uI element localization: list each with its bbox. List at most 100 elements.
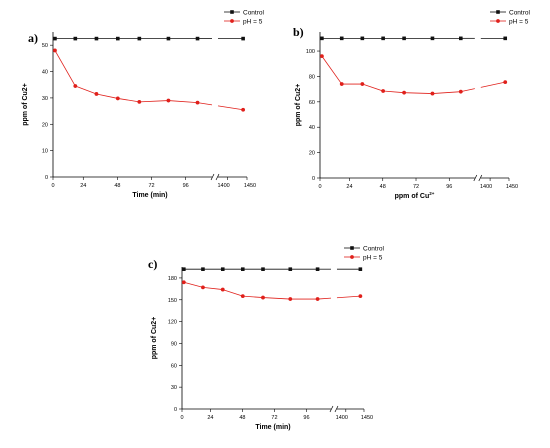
data-point-control [402,36,406,41]
axis-break-mark [478,174,483,182]
data-point-control [503,36,508,41]
series-line [480,81,506,88]
x-tick-label: 1400 [217,183,229,189]
data-point-ph5 [115,96,120,101]
legend-marker [350,255,354,259]
x-tick-label: 48 [114,183,120,189]
series-line [197,102,213,106]
series-line [362,83,384,92]
series-line [54,50,76,87]
y-axis-title: ppm of Cu2+ [295,84,302,127]
data-point-ph5 [240,294,245,299]
axis-break-mark [329,405,334,413]
data-point-ph5 [288,297,293,301]
chart-panel: b) 0 20 40 60 80 100 0 24 48 72 96 1400 1450 ppm of Cu… [293,9,531,200]
data-point-control [459,36,463,41]
data-point-control [360,36,365,41]
axis-break-mark [473,174,478,182]
legend-marker [496,19,500,23]
series-line [217,105,244,111]
data-point-control [201,267,205,271]
chart-panel: a) 0 10 20 30 40 50 0 24 48 72 96 1400 1450 Time (min)… [22,9,265,199]
series-line [168,100,198,104]
data-point-ph5 [261,295,265,300]
x-tick-label: 48 [239,415,245,421]
chart-panel: c) 0 30 60 90 120 150 180 0 24 48 72 96 1400 1450 Time … [148,245,385,431]
x-axis-title: Time (min) [132,192,167,199]
series-line [336,295,361,299]
x-tick-label: 0 [180,415,183,421]
data-point-control [73,36,78,41]
data-point-ph5 [381,89,386,93]
data-point-ph5 [402,90,407,95]
series-line [242,295,264,298]
x-tick-label: 24 [346,184,352,190]
legend-entry: pH = 5 [243,18,263,25]
x-tick-label: 72 [148,183,154,189]
data-point-control [320,36,324,41]
data-point-control [315,267,320,271]
data-point-ph5 [94,92,99,96]
legend-marker [350,246,354,250]
y-tick-label: 80 [309,74,315,80]
x-tick-label: 1450 [361,415,373,421]
data-point-control [339,36,344,41]
series-line [383,90,405,94]
x-tick-label: 48 [380,184,386,190]
series-line [202,286,223,290]
panel-label: b) [293,25,304,39]
series-line [317,297,331,300]
data-point-control [288,267,293,271]
data-point-control [430,36,435,41]
x-tick-label: 24 [80,183,86,189]
x-tick-label: 0 [318,184,321,190]
x-tick-label: 0 [51,183,54,189]
data-point-control [53,36,57,41]
x-axis-title: Time (min) [255,424,290,431]
series-line [96,93,118,99]
data-point-ph5 [201,285,205,290]
x-tick-label: 96 [183,183,189,189]
y-tick-label: 150 [168,298,177,304]
data-point-control [261,267,265,271]
data-point-control [94,36,99,41]
data-point-ph5 [430,91,435,96]
legend-entry: Control [509,9,531,16]
data-point-control [240,267,245,271]
panel-label: c) [148,257,157,271]
axis-break-mark [210,173,215,181]
x-axis-title-superscript: 2+ [429,191,435,196]
series-line [404,92,433,94]
data-point-ph5 [181,280,186,285]
axis-break-mark [334,405,339,413]
legend-entry: Control [363,245,385,252]
legend-entry: pH = 5 [509,18,529,25]
data-point-control [166,36,171,41]
data-point-ph5 [360,82,365,86]
series-line [321,55,343,85]
x-tick-label: 72 [271,415,277,421]
y-tick-label: 40 [309,125,315,131]
data-point-control [195,36,200,41]
data-point-ph5 [241,107,246,112]
data-point-ph5 [166,98,171,103]
legend-marker [230,19,234,23]
y-tick-label: 0 [174,407,177,413]
data-point-ph5 [137,99,142,104]
data-point-ph5 [339,82,344,86]
series-line [75,85,97,95]
data-point-ph5 [319,54,324,59]
series-line [139,100,169,103]
data-point-ph5 [315,297,320,301]
y-tick-label: 30 [42,96,48,102]
y-tick-label: 60 [309,100,315,106]
x-tick-label: 96 [303,415,309,421]
y-tick-label: 120 [168,320,177,326]
legend-marker [496,10,500,14]
series-line [432,91,461,94]
axis-break-mark [215,173,220,181]
series-line [262,297,291,300]
y-tick-label: 90 [171,341,177,347]
data-point-ph5 [73,84,78,88]
